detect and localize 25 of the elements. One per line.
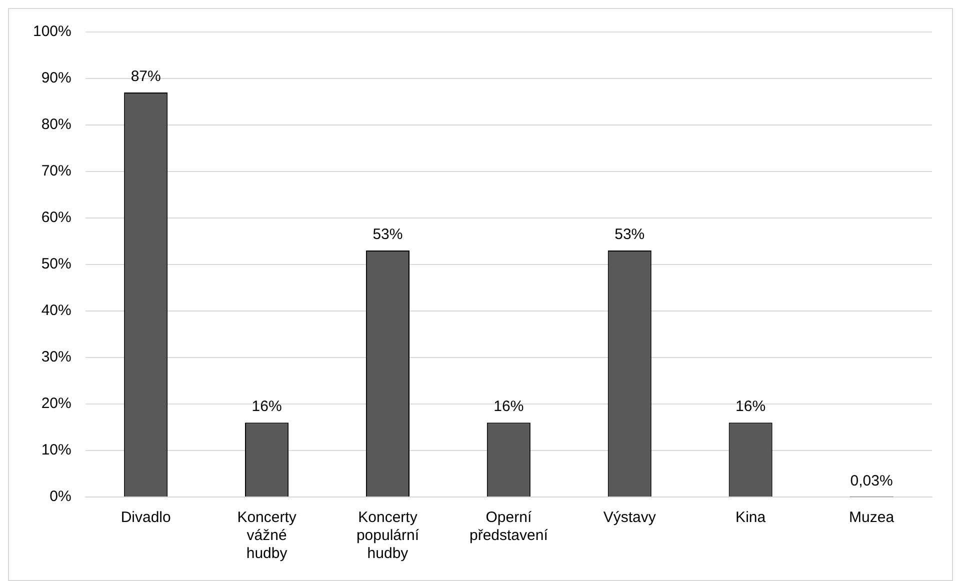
y-tick-label: 30% xyxy=(41,348,72,366)
y-tick-label: 60% xyxy=(41,209,72,226)
data-label: 16% xyxy=(494,398,524,416)
y-tick-label: 80% xyxy=(41,116,72,134)
x-tick-label: Muzea xyxy=(849,509,895,526)
y-tick-label: 20% xyxy=(41,395,72,412)
y-tick-label: 90% xyxy=(41,70,72,87)
y-tick-label: 40% xyxy=(41,302,72,320)
data-label: 0,03% xyxy=(850,472,893,490)
y-tick-label: 0% xyxy=(50,488,72,506)
data-label: 53% xyxy=(614,226,645,244)
y-tick-label: 70% xyxy=(41,162,72,180)
x-tick-label: Kina xyxy=(736,509,766,526)
data-label: 16% xyxy=(736,398,766,416)
data-label: 16% xyxy=(252,398,282,416)
x-tick-label: Divadlo xyxy=(120,509,171,526)
data-label: 53% xyxy=(372,226,403,244)
x-tick-label: Výstavy xyxy=(603,509,656,526)
x-tick-label: Koncerty populární hudby xyxy=(356,509,420,562)
y-tick-label: 50% xyxy=(41,256,72,273)
x-tick-label: Koncerty vážné hudby xyxy=(237,509,297,562)
y-tick-label: 10% xyxy=(41,442,72,459)
data-label: 87% xyxy=(130,68,161,86)
x-tick-label: Operní představení xyxy=(469,509,549,544)
y-tick-label: 100% xyxy=(32,23,72,40)
